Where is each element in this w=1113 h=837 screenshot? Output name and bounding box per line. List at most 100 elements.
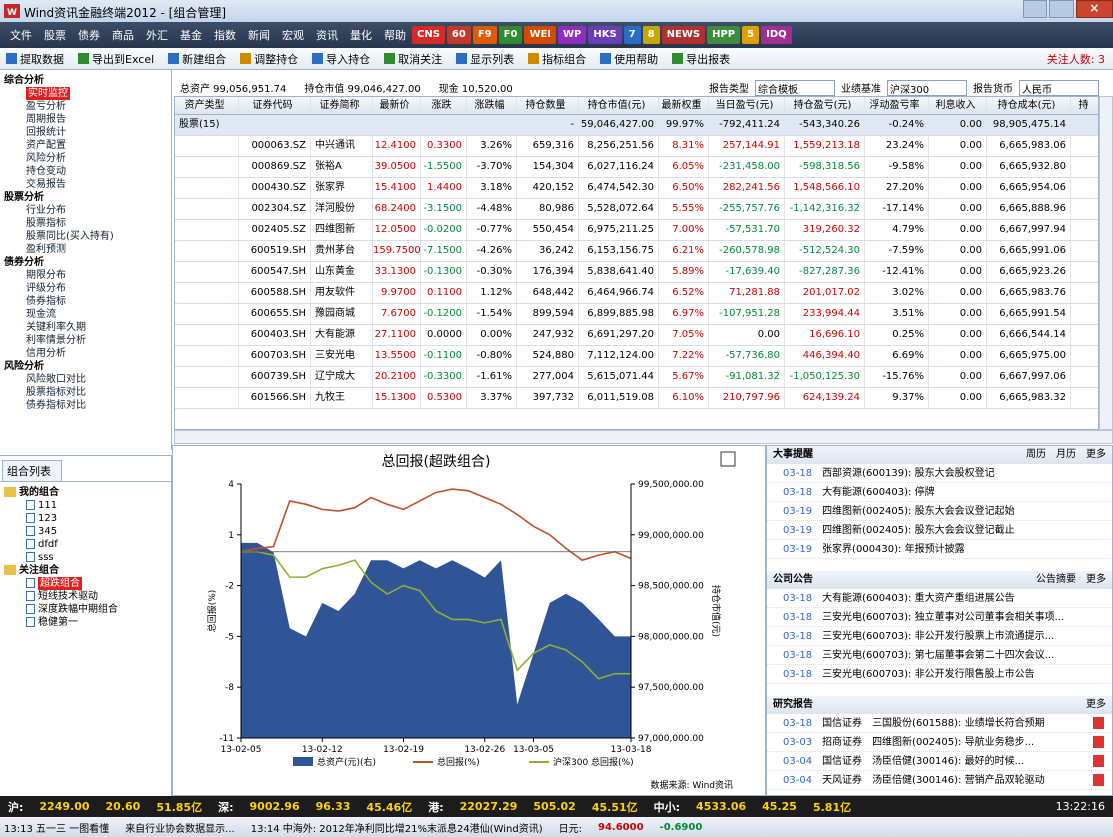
- quick-button[interactable]: 7: [623, 26, 641, 44]
- menu-item[interactable]: 新闻: [248, 29, 270, 42]
- tree-leaf[interactable]: 风险分析: [4, 152, 171, 165]
- column-header[interactable]: 持仓成本(元): [987, 97, 1071, 114]
- toolbar-button[interactable]: 提取数据: [6, 51, 64, 67]
- setting-select[interactable]: 人民币: [1019, 80, 1099, 96]
- quick-button[interactable]: 60: [446, 26, 471, 44]
- combo-item[interactable]: 短线技术驱动: [4, 590, 167, 603]
- vertical-scrollbar[interactable]: [1099, 96, 1113, 430]
- menu-item[interactable]: 文件: [10, 29, 32, 42]
- column-header[interactable]: 涨跌: [421, 97, 467, 114]
- menu-item[interactable]: 宏观: [282, 29, 304, 42]
- table-row[interactable]: 600403.SH 大有能源 27.1100 0.0000 0.00% 247,932 6,…: [175, 325, 1098, 346]
- tree-leaf[interactable]: 回报统计: [4, 126, 171, 139]
- tree-leaf[interactable]: 股票同比(买入持有): [4, 230, 171, 243]
- tree-leaf[interactable]: 交易报告: [4, 178, 171, 191]
- quick-button[interactable]: IDQ: [761, 26, 792, 44]
- toolbar-button[interactable]: 调整持仓: [240, 51, 298, 67]
- quick-button[interactable]: NEWS: [661, 26, 706, 44]
- tree-leaf[interactable]: 关键利率久期: [4, 321, 171, 334]
- news-link[interactable]: 更多: [1086, 449, 1106, 460]
- setting-select[interactable]: 沪深300: [887, 80, 967, 96]
- combo-item[interactable]: 稳健第一: [4, 616, 167, 629]
- table-row[interactable]: 002405.SZ 四维图新 12.0500 -0.0200 -0.77% 550,454…: [175, 220, 1098, 241]
- news-item[interactable]: 03-19 张家界(000430): 年报预计披露: [767, 540, 1112, 559]
- table-row[interactable]: 002304.SZ 洋河股份 68.2400 -3.1500 -4.48% 80,986 5…: [175, 199, 1098, 220]
- tree-leaf[interactable]: 利率情景分析: [4, 334, 171, 347]
- news-item[interactable]: 03-19 四维图新(002405): 股东大会会议登记截止: [767, 521, 1112, 540]
- quick-button[interactable]: WEI: [524, 26, 557, 44]
- table-row[interactable]: 601566.SH 九牧王 15.1300 0.5300 3.37% 397,732 6,0…: [175, 388, 1098, 409]
- column-header[interactable]: 利息收入: [929, 97, 987, 114]
- news-item[interactable]: 03-18 三安光电(600703): 独立董事对公司董事会相关事项...: [767, 608, 1112, 627]
- quick-button[interactable]: F0: [498, 26, 523, 44]
- news-item[interactable]: 03-03 招商证券 四维图新(002405): 导航业务稳步...: [767, 733, 1112, 752]
- tree-group[interactable]: 风险分析: [4, 361, 44, 372]
- combo-item[interactable]: dfdf: [4, 538, 167, 551]
- news-item[interactable]: 03-04 国信证券 汤臣倍健(300146): 最好的时候...: [767, 752, 1112, 771]
- table-row[interactable]: 000063.SZ 中兴通讯 12.4100 0.3300 3.26% 659,316 8,…: [175, 136, 1098, 157]
- quick-button[interactable]: WP: [558, 26, 587, 44]
- combo-item[interactable]: 深度跌幅中期组合: [4, 603, 167, 616]
- table-row[interactable]: 000430.SZ 张家界 15.4100 1.4400 3.18% 420,152 6,4…: [175, 178, 1098, 199]
- column-header[interactable]: 持仓数量: [517, 97, 579, 114]
- table-row[interactable]: 600519.SH 贵州茅台 159.7500 -7.1500 -4.26% 36,242…: [175, 241, 1098, 262]
- table-row[interactable]: 600739.SH 辽宁成大 20.2100 -0.3300 -1.61% 277,004…: [175, 367, 1098, 388]
- toolbar-button[interactable]: 指标组合: [528, 51, 586, 67]
- news-item[interactable]: 03-18 国信证券 三国股份(601588): 业绩增长符合预期: [767, 714, 1112, 733]
- column-header[interactable]: 资产类型: [175, 97, 239, 114]
- menu-item[interactable]: 商品: [112, 29, 134, 42]
- quick-button[interactable]: CNS: [412, 26, 445, 44]
- toolbar-button[interactable]: 新建组合: [168, 51, 226, 67]
- table-row[interactable]: 600588.SH 用友软件 9.9700 0.1100 1.12% 648,442 6,4…: [175, 283, 1098, 304]
- toolbar-button[interactable]: 导出报表: [672, 51, 730, 67]
- quick-button[interactable]: HPP: [707, 26, 741, 44]
- quick-button[interactable]: HKS: [588, 26, 622, 44]
- tree-leaf[interactable]: 债券指标对比: [4, 399, 171, 412]
- menu-item[interactable]: 帮助: [384, 29, 406, 42]
- tree-leaf[interactable]: 实时监控: [4, 87, 171, 100]
- menu-item[interactable]: 资讯: [316, 29, 338, 42]
- tree-leaf[interactable]: 股票指标: [4, 217, 171, 230]
- column-header[interactable]: 最新权重: [659, 97, 709, 114]
- column-header[interactable]: 持仓市值(元): [579, 97, 659, 114]
- column-header[interactable]: 持: [1071, 97, 1098, 114]
- combo-item[interactable]: 111: [4, 499, 167, 512]
- tree-leaf[interactable]: 风险敞口对比: [4, 373, 171, 386]
- toolbar-button[interactable]: 导入持仓: [312, 51, 370, 67]
- tree-leaf[interactable]: 盈亏分析: [4, 100, 171, 113]
- column-header[interactable]: 证券简称: [311, 97, 373, 114]
- news-item[interactable]: 03-18 西部资源(600139): 股东大会股权登记: [767, 464, 1112, 483]
- menu-item[interactable]: 外汇: [146, 29, 168, 42]
- menu-item[interactable]: 指数: [214, 29, 236, 42]
- tab[interactable]: 组合列表: [2, 460, 62, 481]
- table-row[interactable]: 000869.SZ 张裕A 39.0500 -1.5500 -3.70% 154,304 6…: [175, 157, 1098, 178]
- column-header[interactable]: 最新价: [373, 97, 421, 114]
- tree-leaf[interactable]: 周期报告: [4, 113, 171, 126]
- tree-leaf[interactable]: 信用分析: [4, 347, 171, 360]
- toolbar-button[interactable]: 取消关注: [384, 51, 442, 67]
- news-link[interactable]: 周历: [1026, 449, 1046, 460]
- column-header[interactable]: 证券代码: [239, 97, 311, 114]
- combo-item[interactable]: 345: [4, 525, 167, 538]
- tree-leaf[interactable]: 现金流: [4, 308, 171, 321]
- tree-leaf[interactable]: 持仓变动: [4, 165, 171, 178]
- table-row[interactable]: 600547.SH 山东黄金 33.1300 -0.1300 -0.30% 176,394…: [175, 262, 1098, 283]
- news-item[interactable]: 03-18 三安光电(600703): 第七届董事会第二十四次会议...: [767, 646, 1112, 665]
- menu-item[interactable]: 债券: [78, 29, 100, 42]
- tree-leaf[interactable]: 期限分布: [4, 269, 171, 282]
- toolbar-button[interactable]: 使用帮助: [600, 51, 658, 67]
- combo-group[interactable]: 关注组合: [4, 564, 167, 577]
- menu-item[interactable]: 量化: [350, 29, 372, 42]
- column-header[interactable]: 涨跌幅: [467, 97, 517, 114]
- quick-button[interactable]: 5: [742, 26, 760, 44]
- tree-group[interactable]: 股票分析: [4, 192, 44, 203]
- combo-item[interactable]: sss: [4, 551, 167, 564]
- combo-item[interactable]: 超跌组合: [4, 577, 167, 590]
- news-link[interactable]: 更多: [1086, 699, 1106, 710]
- column-header[interactable]: 浮动盈亏率: [865, 97, 929, 114]
- news-link[interactable]: 公告摘要: [1036, 574, 1076, 585]
- news-item[interactable]: 03-04 天风证券 汤臣倍健(300146): 营销产品双轮驱动: [767, 771, 1112, 790]
- tree-group[interactable]: 债券分析: [4, 257, 44, 268]
- tree-leaf[interactable]: 资产配置: [4, 139, 171, 152]
- combo-group[interactable]: 我的组合: [4, 486, 167, 499]
